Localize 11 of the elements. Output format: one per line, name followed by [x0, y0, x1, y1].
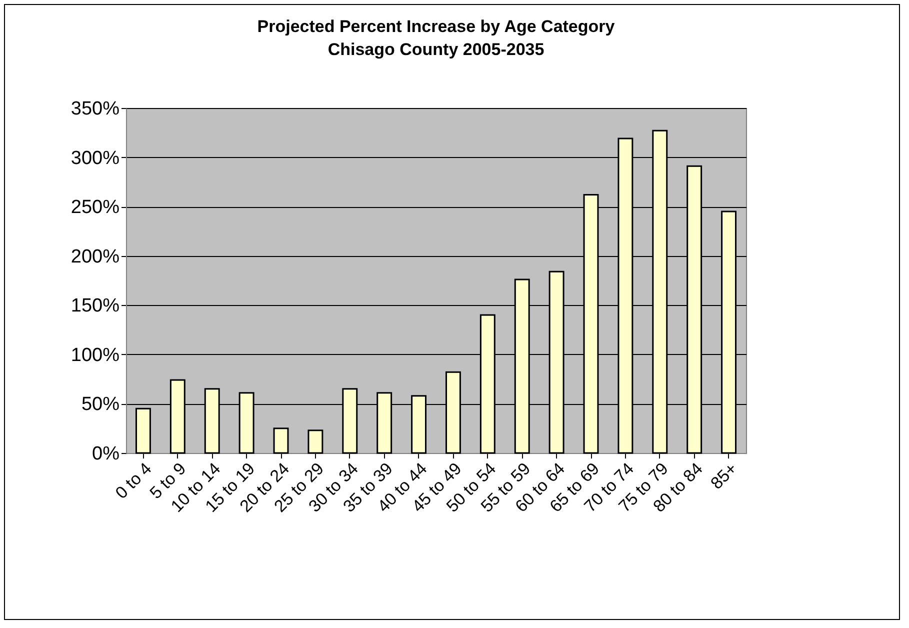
- y-tick-label: 350%: [70, 98, 120, 120]
- y-tick-label: 100%: [70, 344, 120, 366]
- chart-title: Projected Percent Increase by Age Category: [257, 17, 616, 36]
- y-tick-label: 300%: [70, 148, 120, 169]
- y-tick-label: 50%: [81, 394, 120, 416]
- y-tick-label: 200%: [70, 246, 120, 268]
- y-tick-label: 250%: [70, 197, 120, 218]
- chart-subtitle: Chisago County 2005-2035: [328, 40, 544, 59]
- x-tick-label: 85+: [706, 459, 741, 493]
- y-tick-label: 0%: [92, 444, 120, 464]
- y-tick-label: 150%: [70, 296, 120, 317]
